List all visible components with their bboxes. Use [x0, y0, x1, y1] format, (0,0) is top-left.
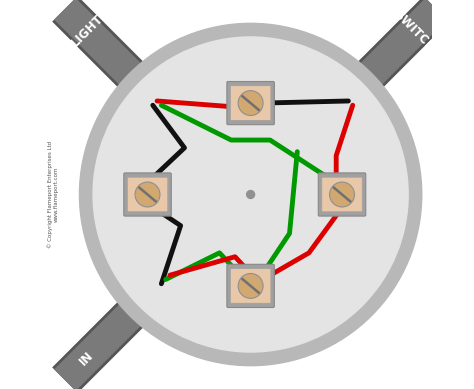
- FancyBboxPatch shape: [227, 265, 274, 307]
- Circle shape: [93, 37, 408, 352]
- Circle shape: [246, 190, 255, 199]
- FancyBboxPatch shape: [227, 82, 274, 125]
- FancyBboxPatch shape: [230, 86, 271, 121]
- Circle shape: [238, 273, 263, 298]
- Text: IN: IN: [77, 349, 97, 368]
- FancyBboxPatch shape: [322, 177, 362, 212]
- Circle shape: [238, 91, 263, 116]
- Text: SWITCH: SWITCH: [391, 8, 438, 54]
- Circle shape: [329, 182, 355, 207]
- Circle shape: [80, 23, 422, 366]
- FancyBboxPatch shape: [230, 268, 271, 303]
- FancyBboxPatch shape: [124, 173, 171, 216]
- Text: © Copyright Flameport Enterprises Ltd
www.flameport.com: © Copyright Flameport Enterprises Ltd ww…: [48, 141, 59, 248]
- Text: LIGHT: LIGHT: [68, 12, 106, 49]
- Circle shape: [135, 182, 160, 207]
- FancyBboxPatch shape: [319, 173, 366, 216]
- FancyBboxPatch shape: [128, 177, 168, 212]
